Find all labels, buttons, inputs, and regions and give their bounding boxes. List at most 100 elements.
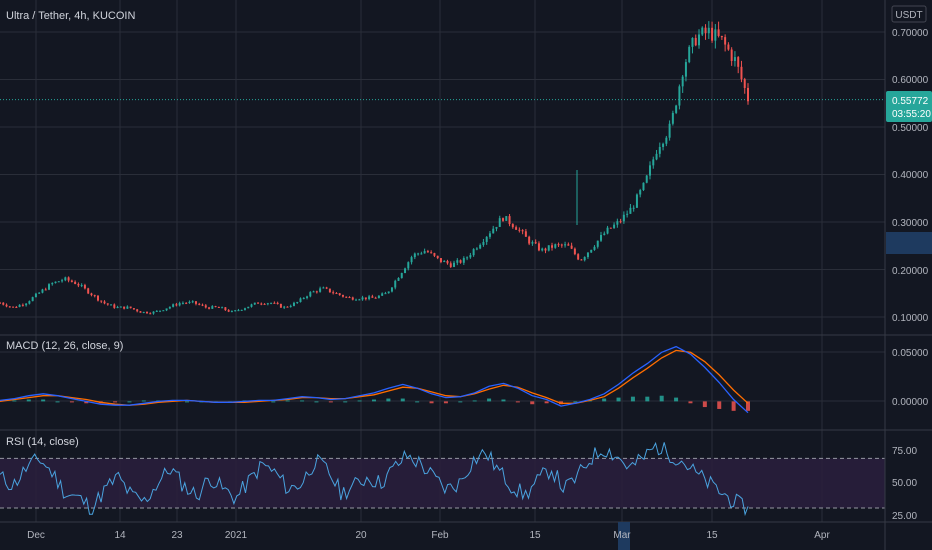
- candle-body: [113, 304, 116, 308]
- candle-body: [426, 251, 429, 253]
- macd-histogram-bar: [659, 395, 664, 402]
- macd-histogram-bar: [674, 397, 679, 402]
- candle-body: [31, 297, 34, 302]
- candle-body: [296, 302, 299, 304]
- candle-body: [482, 241, 485, 245]
- macd-histogram-bar: [501, 399, 506, 402]
- time-tick: Apr: [814, 530, 830, 541]
- candle-body: [302, 298, 305, 300]
- candle-body: [596, 240, 599, 247]
- candle-body: [87, 288, 90, 294]
- candle-body: [240, 309, 243, 311]
- candle-body: [338, 293, 341, 295]
- candle-body: [312, 291, 315, 293]
- candle-body: [188, 301, 191, 304]
- currency-button[interactable]: USDT: [891, 5, 927, 23]
- candle-body: [733, 57, 736, 61]
- price-tick: 0.40000: [892, 170, 929, 181]
- candle-body: [430, 252, 433, 254]
- candle-body: [524, 231, 527, 237]
- candle-body: [224, 307, 227, 311]
- candle-body: [243, 308, 246, 310]
- time-tick: 15: [529, 530, 541, 541]
- candle-body: [64, 277, 67, 281]
- macd-histogram-bar: [285, 400, 290, 402]
- candle-body: [528, 236, 531, 244]
- candle-body: [57, 281, 60, 283]
- candle-body: [328, 288, 331, 293]
- candle-body: [18, 304, 21, 308]
- candle-body: [505, 216, 508, 221]
- candle-body: [583, 257, 586, 261]
- candle-body: [21, 304, 24, 306]
- candle-body: [485, 236, 488, 242]
- macd-axis[interactable]: 0.05000 0.00000: [892, 348, 929, 408]
- macd-indicator[interactable]: [0, 345, 750, 414]
- candle-body: [47, 284, 50, 290]
- macd-histogram-bar: [731, 401, 736, 411]
- candle-body: [593, 246, 596, 250]
- candle-body: [126, 306, 129, 309]
- time-axis[interactable]: Dec 14 23 2021 20 Feb 15 Mar 15 Apr: [27, 530, 830, 541]
- rsi-indicator[interactable]: [0, 441, 749, 517]
- candlestick-series[interactable]: [0, 21, 749, 315]
- candle-body: [162, 310, 165, 312]
- candle-body: [116, 307, 119, 309]
- rsi-axis[interactable]: 75.00 50.00 25.00: [892, 446, 917, 522]
- time-tick: 2021: [225, 530, 248, 541]
- candle-body: [227, 310, 230, 312]
- candle-body: [534, 242, 537, 244]
- macd-histogram-bar: [12, 400, 17, 402]
- macd-title[interactable]: MACD (12, 26, close, 9): [6, 340, 123, 352]
- candle-body: [573, 248, 576, 255]
- candle-body: [740, 66, 743, 80]
- candle-body: [237, 310, 240, 312]
- macd-histogram-bar: [487, 398, 492, 402]
- candle-body: [283, 306, 286, 308]
- candle-body: [570, 245, 573, 249]
- candle-body: [358, 299, 361, 301]
- price-tick: 0.10000: [892, 313, 929, 324]
- candle-body: [456, 260, 459, 263]
- candle-body: [44, 289, 47, 291]
- candle-body: [603, 233, 606, 235]
- candle-body: [580, 259, 583, 261]
- macd-histogram-bar: [530, 401, 535, 405]
- candle-body: [521, 230, 524, 232]
- candle-body: [662, 143, 665, 147]
- candle-body: [12, 306, 15, 308]
- candle-body: [106, 303, 109, 305]
- candle-body: [453, 262, 456, 267]
- time-tick: Dec: [27, 530, 45, 541]
- currency-label: USDT: [895, 10, 922, 21]
- candle-body: [681, 76, 684, 87]
- candle-body: [518, 229, 521, 231]
- macd-histogram-bar: [415, 401, 420, 403]
- candle-body: [492, 228, 495, 234]
- candle-body: [292, 302, 295, 306]
- candle-body: [639, 190, 642, 195]
- candle-body: [390, 287, 393, 292]
- time-tick: Mar: [613, 530, 631, 541]
- candle-body: [28, 301, 31, 304]
- candle-body: [622, 214, 625, 222]
- candle-body: [724, 37, 727, 45]
- candle-body: [263, 303, 266, 305]
- candle-body: [387, 291, 390, 294]
- candle-body: [645, 175, 648, 183]
- price-range-highlight: [886, 232, 932, 254]
- candle-body: [586, 252, 589, 258]
- candle-body: [462, 258, 465, 263]
- candle-body: [90, 293, 93, 296]
- candle-body: [159, 310, 162, 312]
- candle-body: [0, 302, 1, 304]
- chart-title[interactable]: Ultra / Tether, 4h, KUCOIN: [6, 10, 135, 22]
- candle-body: [5, 304, 8, 307]
- candle-body: [194, 301, 197, 304]
- price-axis[interactable]: 0.70000 0.60000 0.50000 0.40000 0.30000 …: [892, 28, 929, 324]
- rsi-title[interactable]: RSI (14, close): [6, 436, 79, 448]
- candle-body: [260, 303, 263, 305]
- time-tick: Feb: [431, 530, 449, 541]
